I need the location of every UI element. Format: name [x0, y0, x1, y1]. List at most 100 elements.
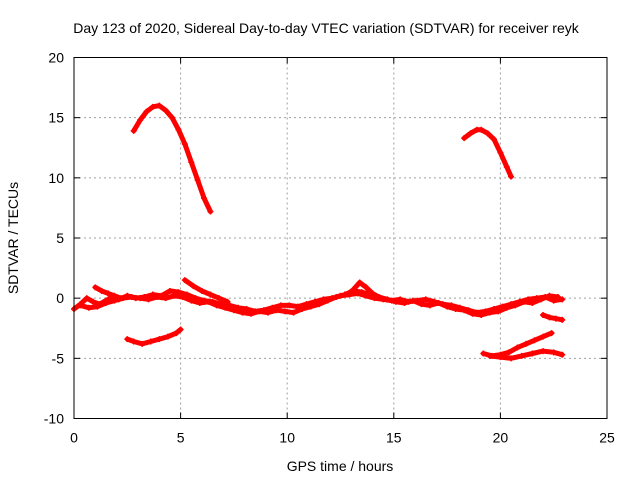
data-point — [491, 136, 498, 143]
data-point — [299, 305, 306, 312]
data-point — [540, 333, 547, 340]
data-point — [194, 177, 201, 184]
data-point — [559, 296, 566, 303]
data-point — [256, 308, 263, 315]
chart-title: Day 123 of 2020, Sidereal Day-to-day VTE… — [73, 20, 579, 36]
data-point — [175, 126, 182, 133]
series-arc-late-right — [540, 312, 565, 323]
data-point — [497, 149, 504, 156]
x-tick-label: 25 — [599, 430, 615, 446]
data-point — [239, 309, 246, 316]
y-tick-label: -5 — [52, 350, 65, 366]
x-tick-label: 10 — [279, 430, 295, 446]
y-tick-label: 15 — [48, 110, 64, 126]
y-axis-label: SDTVAR / TECUs — [5, 182, 21, 294]
data-point — [409, 297, 416, 304]
data-point — [143, 108, 150, 115]
data-point — [139, 340, 146, 347]
data-point — [130, 127, 137, 134]
data-point — [559, 316, 566, 323]
data-point — [124, 336, 131, 343]
x-tick-label: 20 — [493, 430, 509, 446]
data-point — [392, 298, 399, 305]
data-point — [137, 117, 144, 124]
data-point — [247, 310, 254, 317]
data-point — [179, 293, 186, 300]
data-point — [181, 141, 188, 148]
data-point — [537, 296, 544, 303]
data-point — [356, 279, 363, 286]
data-point — [137, 295, 144, 302]
data-point — [90, 298, 97, 305]
data-point — [467, 130, 474, 137]
data-point — [94, 303, 101, 310]
data-point — [522, 340, 529, 347]
data-point — [198, 287, 205, 294]
data-point — [548, 330, 555, 337]
data-point — [505, 349, 512, 356]
data-point — [111, 292, 118, 299]
y-tick-label: 5 — [56, 230, 64, 246]
data-point — [105, 290, 112, 297]
data-point — [222, 304, 229, 311]
data-point — [169, 114, 176, 121]
data-point — [83, 295, 90, 302]
data-point — [358, 289, 365, 296]
data-point — [147, 338, 154, 345]
data-point — [207, 291, 214, 298]
data-point — [190, 283, 197, 290]
data-point — [540, 312, 547, 319]
data-point — [164, 333, 171, 340]
data-point — [384, 296, 391, 303]
data-point — [177, 326, 184, 333]
data-point — [205, 298, 212, 305]
x-tick-label: 0 — [70, 430, 78, 446]
data-point — [435, 299, 442, 306]
data-point — [540, 348, 547, 355]
data-point — [559, 351, 566, 358]
data-point — [156, 102, 163, 109]
data-point — [85, 304, 92, 311]
data-point — [508, 355, 515, 362]
data-point — [508, 173, 515, 180]
data-point — [92, 284, 99, 291]
data-point — [307, 303, 314, 310]
data-point — [286, 302, 293, 309]
data-point — [401, 299, 408, 306]
data-point — [333, 293, 340, 300]
data-point — [154, 293, 161, 300]
data-point — [484, 130, 491, 137]
data-point — [369, 290, 376, 297]
data-point — [265, 309, 272, 316]
x-tick-label: 5 — [177, 430, 185, 446]
data-point — [363, 284, 370, 291]
data-series — [71, 102, 566, 362]
data-point — [215, 295, 222, 302]
data-point — [316, 301, 323, 308]
series-arc-day-peak — [131, 103, 213, 214]
data-point — [181, 277, 188, 284]
data-point — [486, 352, 493, 359]
data-point — [497, 354, 504, 361]
data-point — [224, 298, 231, 305]
data-point — [375, 293, 382, 300]
data-point — [461, 135, 468, 142]
data-point — [503, 164, 510, 171]
data-point — [480, 350, 487, 357]
y-tick-label: -10 — [44, 411, 64, 427]
data-point — [282, 308, 289, 315]
data-point — [207, 208, 214, 215]
y-tick-label: 10 — [48, 170, 64, 186]
data-point — [188, 159, 195, 166]
data-point — [546, 314, 553, 321]
data-point — [213, 302, 220, 309]
data-point — [531, 337, 538, 344]
data-point — [162, 295, 169, 302]
y-tick-label: 20 — [48, 50, 64, 66]
data-point — [230, 307, 237, 314]
data-point — [350, 286, 357, 293]
data-point — [552, 315, 559, 322]
data-point — [427, 302, 434, 309]
data-point — [444, 303, 451, 310]
